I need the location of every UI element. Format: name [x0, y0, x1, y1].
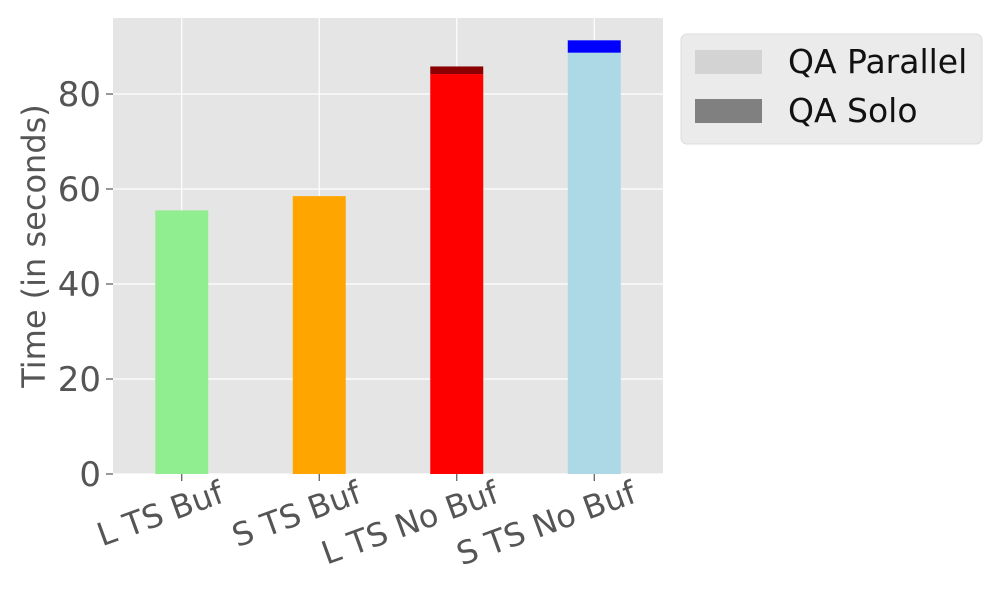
- x-tick-label: L TS Buf: [92, 473, 229, 554]
- y-tick-label: 0: [79, 455, 101, 495]
- bar-qa-solo-2: [430, 66, 484, 75]
- bar-qa-parallel-0: [155, 210, 209, 474]
- legend-swatch-qa-solo: [695, 99, 762, 123]
- bar-qa-parallel-2: [430, 74, 484, 475]
- legend-label-qa-solo: QA Solo: [788, 91, 918, 130]
- bar-qa-parallel-3: [567, 52, 621, 475]
- y-tick-label: 40: [58, 265, 101, 305]
- y-axis-label: Time (in seconds): [15, 104, 53, 389]
- y-tick-label: 80: [58, 75, 101, 115]
- legend-swatch-qa-parallel: [695, 50, 762, 74]
- bar-qa-parallel-1: [292, 196, 346, 474]
- y-tick-label: 20: [58, 360, 101, 400]
- legend: QA Parallel QA Solo: [680, 33, 983, 145]
- bar-qa-solo-3: [567, 40, 621, 53]
- legend-label-qa-parallel: QA Parallel: [788, 42, 967, 81]
- bars: [155, 40, 621, 475]
- y-tick-label: 60: [58, 170, 101, 210]
- y-axis: 0 20 40 60 80: [58, 75, 113, 495]
